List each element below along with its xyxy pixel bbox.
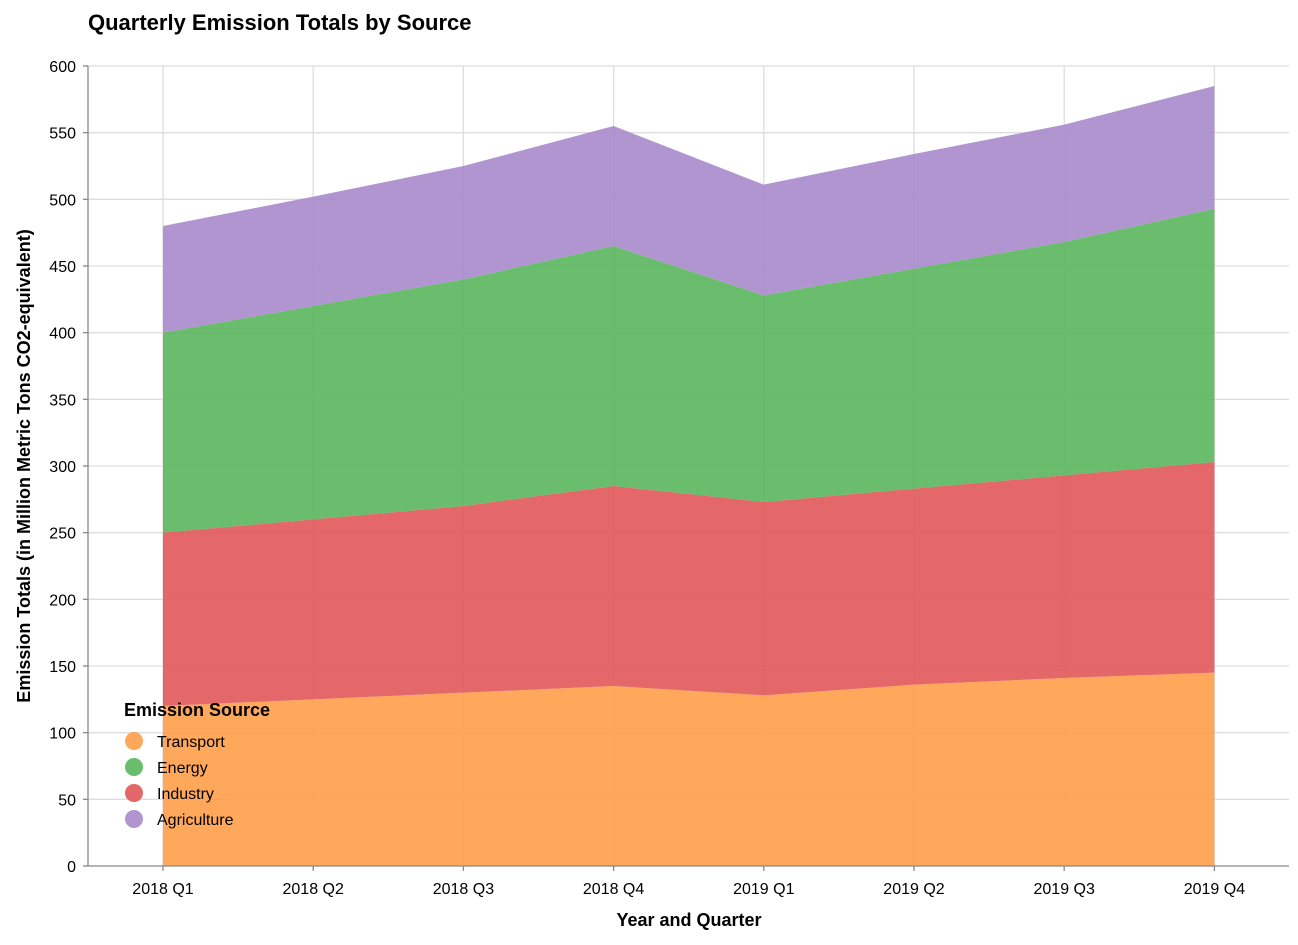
legend-swatch-transport [125, 732, 143, 750]
legend-label-energy: Energy [157, 760, 208, 777]
y-tick-label: 300 [49, 459, 76, 476]
y-tick-label: 0 [67, 859, 76, 876]
area-agriculture [163, 86, 1215, 333]
legend-swatch-industry [125, 784, 143, 802]
chart-title: Quarterly Emission Totals by Source [88, 10, 472, 35]
axes: 0 50 100 150 200 250 300 350 400 450 500 550 600 2018… [49, 59, 1289, 898]
legend-label-transport: Transport [157, 734, 225, 751]
y-tick-label: 100 [49, 726, 76, 743]
area-series-layer [163, 86, 1215, 866]
legend-label-agriculture: Agriculture [157, 812, 234, 829]
legend: Emission Source Transport Energy Industry A… [124, 700, 270, 829]
legend-swatch-agriculture [125, 810, 143, 828]
y-axis-title: Emission Totals (in Million Metric Tons … [14, 229, 34, 702]
y-tick-label: 50 [58, 792, 76, 809]
legend-label-industry: Industry [157, 786, 214, 803]
x-tick-label: 2019 Q2 [883, 881, 944, 898]
y-tick-label: 450 [49, 259, 76, 276]
area-transport [163, 672, 1215, 866]
x-tick-label: 2018 Q1 [132, 881, 193, 898]
y-tick-label: 600 [49, 59, 76, 76]
y-tick-label: 200 [49, 592, 76, 609]
legend-items: Transport Energy Industry Agriculture [125, 732, 234, 829]
x-tick-label: 2019 Q4 [1184, 881, 1245, 898]
legend-title: Emission Source [124, 700, 270, 720]
x-tick-label: 2019 Q3 [1034, 881, 1095, 898]
y-tick-label: 150 [49, 659, 76, 676]
area-energy [163, 208, 1215, 533]
y-tick-label: 250 [49, 526, 76, 543]
y-tick-label: 550 [49, 126, 76, 143]
y-tick-label: 350 [49, 392, 76, 409]
area-industry [163, 462, 1215, 706]
y-tick-label: 500 [49, 192, 76, 209]
legend-swatch-energy [125, 758, 143, 776]
x-tick-label: 2019 Q1 [733, 881, 794, 898]
y-tick-label: 400 [49, 326, 76, 343]
x-tick-label: 2018 Q3 [433, 881, 494, 898]
x-tick-label: 2018 Q2 [283, 881, 344, 898]
x-axis-title: Year and Quarter [616, 910, 761, 930]
x-tick-label: 2018 Q4 [583, 881, 644, 898]
